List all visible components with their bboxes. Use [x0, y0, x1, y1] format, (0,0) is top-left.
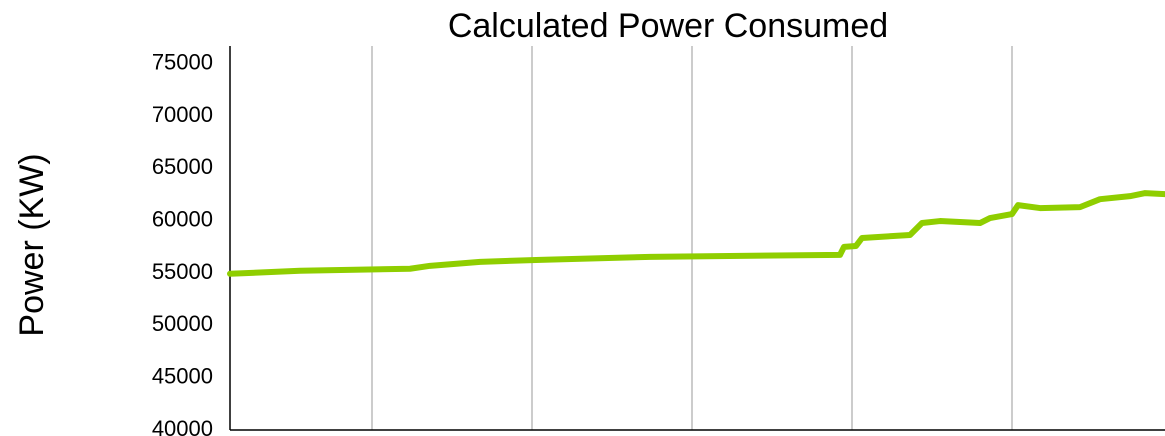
y-tick-label: 40000 [152, 416, 213, 436]
chart-title: Calculated Power Consumed [448, 7, 888, 45]
y-tick-label: 65000 [152, 154, 213, 179]
y-axis-label: Power (KW) [13, 153, 51, 336]
y-tick-label: 50000 [152, 311, 213, 336]
y-tick-label: 60000 [152, 207, 213, 232]
y-tick-label: 45000 [152, 363, 213, 388]
data-line [227, 190, 1165, 277]
y-tick-label: 75000 [152, 50, 213, 75]
y-tick-label: 55000 [152, 259, 213, 284]
y-tick-label: 70000 [152, 102, 213, 127]
